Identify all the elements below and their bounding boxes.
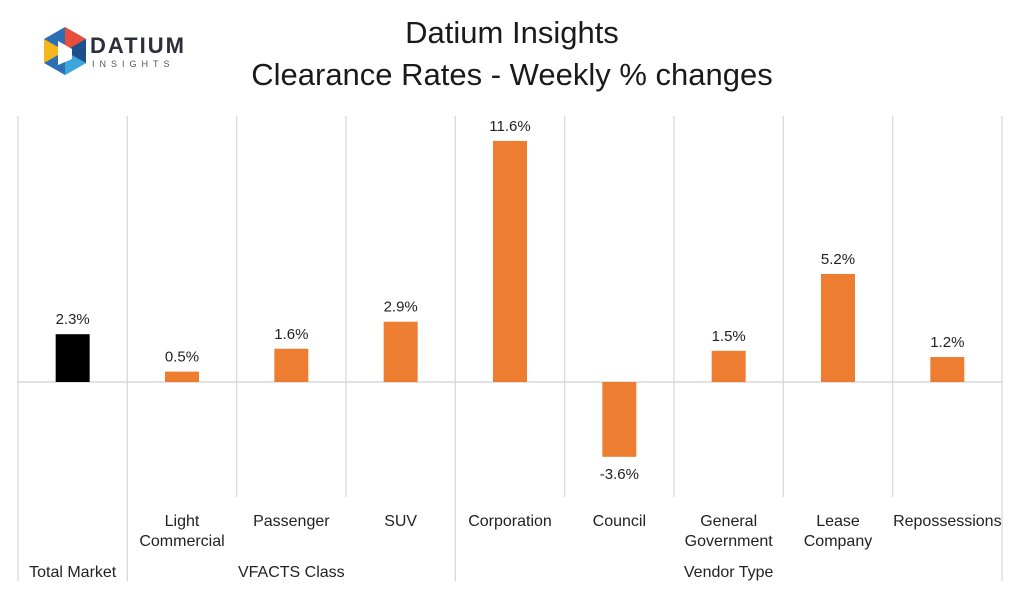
bar (930, 357, 965, 382)
category-label: Government (685, 533, 774, 550)
bar (55, 334, 90, 382)
category-label: General (700, 513, 757, 530)
bar (493, 140, 527, 382)
group-label: Vendor Type (684, 564, 774, 581)
bar (274, 348, 309, 382)
category-label: Council (593, 513, 646, 530)
group-label: Total Market (29, 564, 117, 581)
logo-wordmark: DATIUM (90, 33, 186, 58)
datium-logo: DATIUM INSIGHTS (42, 25, 192, 80)
data-label: 1.5% (712, 328, 746, 345)
data-label: 1.6% (274, 326, 308, 343)
bar (711, 350, 746, 382)
category-label: Lease (816, 513, 860, 530)
data-label: -3.6% (600, 466, 639, 483)
category-label: Passenger (253, 513, 330, 530)
category-label: SUV (384, 513, 417, 530)
bar (821, 273, 855, 382)
chart-title-line1: Datium Insights (405, 15, 619, 50)
category-label: Commercial (139, 533, 224, 550)
data-label: 2.3% (56, 311, 90, 328)
category-label: Repossessions (893, 513, 1002, 530)
group-label: VFACTS Class (238, 564, 345, 581)
data-label: 11.6% (489, 118, 530, 135)
data-label: 2.9% (384, 299, 418, 316)
data-label: 0.5% (165, 349, 199, 366)
category-label: Corporation (468, 513, 552, 530)
category-label: Light (165, 513, 200, 530)
bar (165, 371, 199, 382)
bar (602, 382, 637, 457)
data-label: 1.2% (930, 334, 964, 351)
datium-logo-icon (44, 27, 86, 75)
chart-title-line2: Clearance Rates - Weekly % changes (251, 57, 773, 92)
category-label: Company (804, 533, 872, 550)
logo-subtext: INSIGHTS (92, 59, 175, 69)
data-label: 5.2% (821, 251, 855, 268)
bar (383, 321, 418, 382)
